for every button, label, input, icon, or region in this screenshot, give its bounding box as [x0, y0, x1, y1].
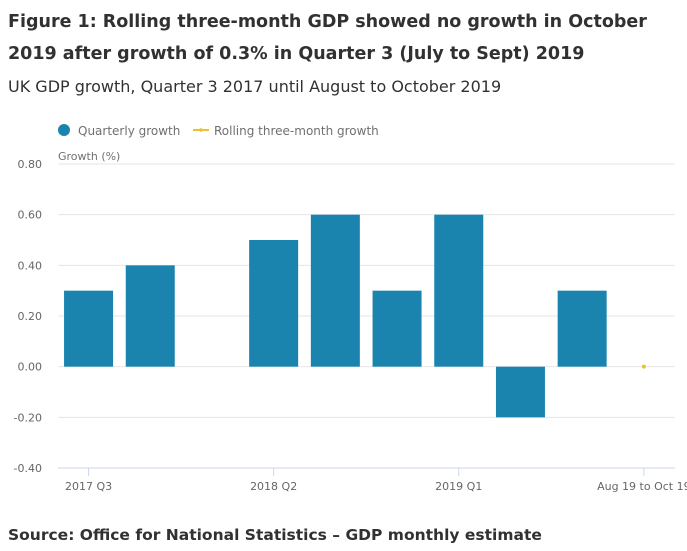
- bar-quarterly-1: [125, 265, 175, 367]
- x-tick-label: 2019 Q1: [435, 480, 482, 493]
- y-tick-label: 0.40: [18, 259, 43, 272]
- bar-quarterly-0: [64, 290, 114, 367]
- legend-marker-rolling: [199, 128, 203, 132]
- y-tick-label: -0.20: [14, 411, 42, 424]
- x-tick-label: 2018 Q2: [250, 480, 297, 493]
- chart-title: Figure 1: Rolling three-month GDP showed…: [8, 12, 647, 64]
- source-note: Source: Office for National Statistics –…: [8, 526, 542, 544]
- legend-swatch-quarterly: [58, 124, 70, 136]
- legend-label-rolling: Rolling three-month growth: [214, 124, 379, 138]
- bar-quarterly-6: [434, 214, 484, 367]
- bar-quarterly-5: [372, 290, 422, 367]
- x-tick-label: 2017 Q3: [65, 480, 112, 493]
- y-tick-label: -0.40: [14, 462, 42, 475]
- y-tick-label: 0.20: [18, 310, 43, 323]
- bar-chart: Quarterly growth Rolling three-month grow…: [14, 124, 687, 493]
- bar-quarterly-4: [310, 214, 360, 367]
- legend-label-quarterly: Quarterly growth: [78, 124, 180, 138]
- y-tick-label: 0.80: [18, 158, 43, 171]
- bar-quarterly-3: [249, 240, 299, 367]
- y-tick-label: 0.00: [18, 361, 43, 374]
- y-tick-label: 0.60: [18, 209, 43, 222]
- bar-quarterly-7: [495, 366, 545, 418]
- x-tick-label: Aug 19 to Oct 19: [597, 480, 687, 493]
- chart-subtitle: UK GDP growth, Quarter 3 2017 until Augu…: [8, 77, 502, 96]
- bar-quarterly-8: [557, 290, 607, 367]
- y-axis-label: Growth (%): [58, 150, 120, 163]
- point-rolling-9: [641, 364, 646, 369]
